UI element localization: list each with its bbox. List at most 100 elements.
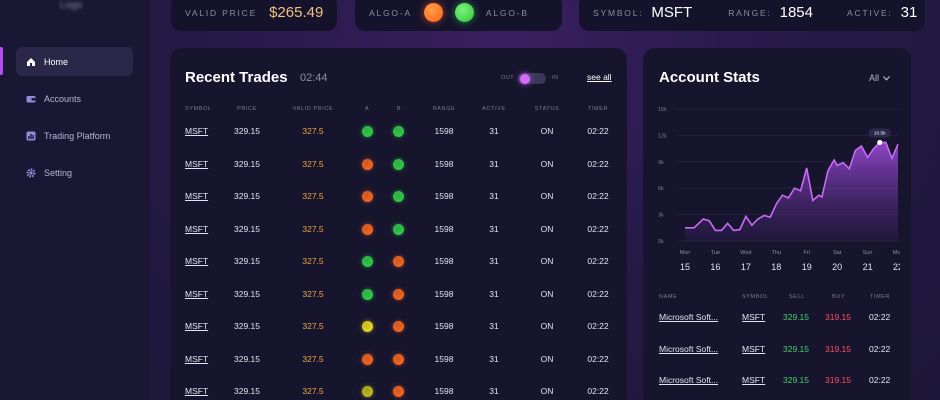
toggle-knob [520, 74, 530, 84]
stats-sell-value: 329.15 [783, 375, 809, 385]
x-tick-date: 18 [771, 262, 781, 272]
trade-timer: 02:22 [587, 223, 609, 234]
active-indicator [0, 47, 3, 75]
trade-active: 31 [489, 158, 499, 169]
algo-a-status-dot [362, 288, 373, 300]
trade-symbol-link[interactable]: MSFT [185, 223, 209, 234]
x-tick-date: 22 [893, 262, 900, 272]
trade-timer: 02:22 [587, 321, 609, 331]
algo-b-status-dot [393, 288, 404, 300]
algo-b-status-dot [393, 223, 404, 235]
stats-name-link[interactable]: Microsoft Soft... [659, 312, 719, 322]
stats-symbol-link[interactable]: MSFT [742, 375, 766, 385]
trade-symbol-link[interactable]: MSFT [185, 126, 209, 136]
stats-name-link[interactable]: Microsoft Soft... [659, 375, 719, 385]
trade-status: ON [540, 386, 554, 396]
trade-valid-price: 327.5 [302, 321, 324, 331]
trade-price: 329.15 [234, 126, 260, 136]
stats-symbol-link[interactable]: MSFT [742, 343, 766, 354]
trade-price: 329.15 [234, 386, 260, 396]
trade-status: ON [540, 158, 554, 169]
account-stats-chart: 0k 3k 6k 9k 12k 15k 10.5k Mon 15 Tue 16 Wed 17 Thu 18 F… [658, 107, 900, 272]
active-value: 31 [900, 4, 918, 21]
trade-symbol-link[interactable]: MSFT [185, 191, 209, 201]
range-value: 1854 [779, 4, 813, 21]
algo-a-status-icon [423, 3, 443, 22]
x-tick-date: 17 [741, 262, 751, 272]
trade-price: 329.15 [234, 288, 260, 299]
sidebar-item-trading-platform[interactable]: Trading Platform [16, 121, 133, 150]
sidebar-item-setting[interactable]: Setting [16, 158, 133, 187]
trade-timer: 02:22 [587, 158, 609, 169]
sidebar-item-label: Setting [44, 167, 73, 178]
symbol-value: MSFT [651, 4, 693, 21]
trades-clock: 02:44 [300, 72, 328, 84]
stats-column-header-buy: BUY [832, 294, 846, 300]
x-tick-day: Thu [772, 250, 781, 256]
sidebar-item-label: Home [44, 56, 69, 67]
algo-b-status-icon [454, 3, 474, 22]
algo-b-status-dot [393, 321, 404, 332]
trade-symbol-link[interactable]: MSFT [185, 353, 209, 364]
stats-filter-dropdown[interactable]: All [869, 73, 890, 83]
stats-column-header-sell: SELL [789, 294, 805, 300]
algo-b-status-dot [393, 126, 404, 137]
trade-status: ON [540, 321, 554, 331]
trade-symbol-link[interactable]: MSFT [185, 321, 209, 331]
trade-symbol-link[interactable]: MSFT [185, 256, 209, 266]
sidebar-item-accounts[interactable]: Accounts [16, 84, 133, 113]
trade-valid-price: 327.5 [302, 126, 324, 136]
trade-valid-price: 327.5 [302, 191, 324, 201]
see-all-link[interactable]: see all [587, 72, 612, 82]
x-tick-day: Tue [711, 250, 720, 256]
column-header-price: PRICE [237, 106, 257, 112]
trade-active: 31 [489, 288, 499, 299]
trade-timer: 02:22 [587, 126, 609, 136]
trade-active: 31 [489, 386, 499, 396]
trade-active: 31 [489, 256, 499, 266]
wallet-icon [25, 93, 36, 104]
stats-column-header-timer: TIMER [870, 294, 891, 300]
trade-range: 1598 [434, 353, 454, 364]
stats-name-link[interactable]: Microsoft Soft... [659, 343, 719, 354]
trade-range: 1598 [434, 321, 454, 331]
trade-timer: 02:22 [587, 288, 609, 299]
x-tick-date: 15 [680, 262, 690, 272]
highlight-point[interactable] [877, 139, 883, 146]
sidebar-item-home[interactable]: Home [16, 47, 133, 76]
trade-range: 1598 [434, 223, 454, 234]
series-line [685, 141, 899, 232]
trade-price: 329.15 [234, 191, 260, 201]
algo-card: ALGO-A ALGO-B [355, 0, 562, 31]
sidebar-item-label: Accounts [44, 93, 82, 104]
y-tick-label: 6k [658, 186, 664, 192]
algo-b-status-dot [393, 386, 404, 397]
x-tick-day: Sun [863, 250, 873, 256]
trade-active: 31 [489, 321, 499, 331]
stats-buy-value: 319.15 [825, 343, 851, 354]
column-header-symbol: SYMBOL [185, 106, 212, 112]
trade-price: 329.15 [234, 353, 260, 364]
x-tick-date: 19 [802, 262, 812, 272]
algo-b-label: ALGO-B [485, 7, 529, 18]
valid-price-card: VALID PRICE $265.49 [171, 0, 337, 31]
trade-timer: 02:22 [587, 353, 609, 364]
algo-b-status-dot [393, 191, 404, 202]
trade-symbol-link[interactable]: MSFT [185, 386, 209, 396]
trade-status: ON [540, 126, 554, 136]
trade-symbol-link[interactable]: MSFT [185, 158, 209, 169]
algo-a-label: ALGO-A [369, 7, 412, 18]
y-tick-label: 3k [658, 213, 664, 219]
stats-symbol-link[interactable]: MSFT [742, 312, 766, 322]
algo-a-status-dot [362, 126, 373, 137]
trade-symbol-link[interactable]: MSFT [185, 288, 209, 299]
trade-valid-price: 327.5 [302, 158, 324, 169]
column-header-status: STATUS [534, 106, 560, 112]
x-tick-date: 20 [832, 262, 842, 272]
chevron-down-icon [883, 73, 890, 83]
tooltip-label: 10.5k [874, 130, 886, 136]
algo-b-status-dot [393, 256, 404, 267]
x-tick-day: Sat [833, 250, 842, 256]
recent-trades-title: Recent Trades [185, 69, 288, 86]
out-in-toggle[interactable] [518, 73, 546, 84]
